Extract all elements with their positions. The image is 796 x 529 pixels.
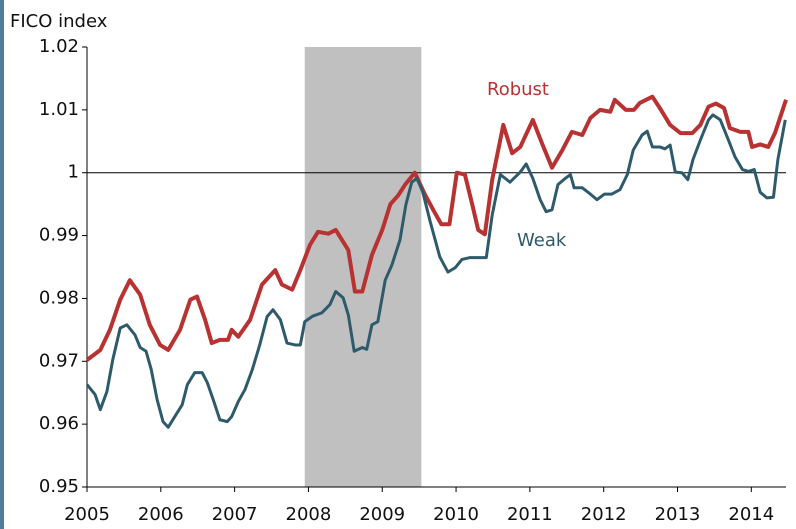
y-tick-label: 1.02	[39, 36, 79, 57]
x-tick-label: 2007	[212, 504, 258, 525]
side-strip	[0, 0, 4, 529]
series-label: Weak	[517, 230, 567, 251]
y-tick-label: 0.96	[39, 413, 79, 434]
y-axis-label: FICO index	[10, 11, 108, 32]
y-tick-label: 0.95	[39, 476, 79, 497]
x-tick-label: 2014	[728, 504, 774, 525]
y-tick-label: 0.98	[39, 287, 79, 308]
y-tick-label: 0.99	[39, 225, 79, 246]
y-tick-label: 0.97	[39, 350, 79, 371]
x-tick-label: 2011	[507, 504, 553, 525]
shaded-period	[304, 47, 422, 487]
x-tick-label: 2006	[138, 504, 184, 525]
x-tick-label: 2005	[64, 504, 110, 525]
series-label: Robust	[487, 79, 549, 100]
x-tick-label: 2012	[581, 504, 627, 525]
x-tick-label: 2010	[433, 504, 479, 525]
x-tick-label: 2008	[286, 504, 332, 525]
series-line	[85, 94, 788, 362]
x-tick-label: 2009	[359, 504, 405, 525]
x-tick-label: 2013	[655, 504, 701, 525]
y-tick-label: 1	[68, 162, 79, 183]
series-line	[85, 113, 787, 429]
y-tick-label: 1.01	[39, 99, 79, 120]
